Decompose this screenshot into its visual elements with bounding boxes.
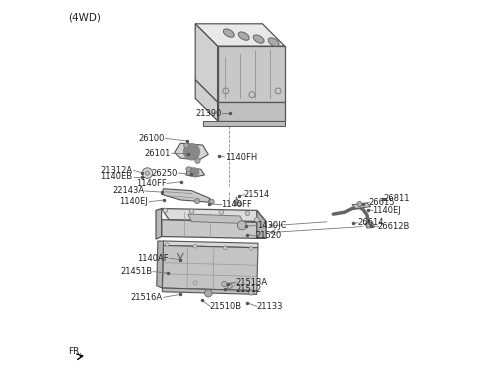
Circle shape bbox=[222, 281, 227, 287]
Text: 1140EJ: 1140EJ bbox=[119, 197, 148, 206]
Circle shape bbox=[183, 144, 200, 160]
Text: 1140FF: 1140FF bbox=[221, 200, 252, 209]
Circle shape bbox=[366, 223, 372, 228]
Ellipse shape bbox=[253, 35, 264, 43]
Polygon shape bbox=[195, 24, 217, 102]
Polygon shape bbox=[162, 246, 258, 291]
Circle shape bbox=[249, 247, 253, 250]
Circle shape bbox=[231, 283, 234, 287]
Circle shape bbox=[188, 148, 195, 156]
Circle shape bbox=[189, 209, 194, 213]
Text: 1140EB: 1140EB bbox=[100, 172, 132, 181]
Circle shape bbox=[145, 171, 150, 175]
Text: 1430JC: 1430JC bbox=[257, 221, 286, 230]
Circle shape bbox=[195, 158, 200, 163]
Circle shape bbox=[204, 290, 212, 297]
Text: FR.: FR. bbox=[68, 347, 82, 356]
Polygon shape bbox=[162, 220, 257, 238]
Text: 26101: 26101 bbox=[144, 149, 171, 158]
Polygon shape bbox=[157, 241, 164, 288]
Text: 1140FF: 1140FF bbox=[136, 179, 167, 188]
Circle shape bbox=[193, 244, 197, 248]
Ellipse shape bbox=[268, 38, 279, 46]
Polygon shape bbox=[164, 241, 258, 248]
Text: 26612B: 26612B bbox=[377, 221, 410, 230]
Text: 1140EJ: 1140EJ bbox=[372, 206, 401, 215]
Circle shape bbox=[209, 199, 214, 205]
Text: 21512: 21512 bbox=[236, 285, 262, 294]
Text: 21513A: 21513A bbox=[236, 277, 268, 287]
Text: 1140FH: 1140FH bbox=[225, 153, 257, 162]
Circle shape bbox=[190, 168, 199, 177]
Text: 26100: 26100 bbox=[138, 134, 165, 143]
Bar bbox=[236, 202, 241, 205]
Polygon shape bbox=[162, 209, 266, 221]
Polygon shape bbox=[156, 209, 162, 239]
Polygon shape bbox=[203, 121, 285, 126]
Circle shape bbox=[357, 202, 362, 207]
Circle shape bbox=[163, 208, 168, 213]
Text: 21516A: 21516A bbox=[131, 293, 163, 302]
Circle shape bbox=[193, 281, 197, 285]
Polygon shape bbox=[217, 46, 285, 102]
Text: 1140AF: 1140AF bbox=[137, 254, 168, 263]
Circle shape bbox=[249, 290, 254, 295]
Polygon shape bbox=[352, 203, 371, 209]
Circle shape bbox=[186, 167, 191, 172]
Text: 22143A: 22143A bbox=[112, 186, 144, 196]
Text: 21133: 21133 bbox=[256, 302, 283, 311]
Polygon shape bbox=[162, 189, 210, 202]
Circle shape bbox=[219, 210, 224, 214]
Circle shape bbox=[194, 199, 200, 204]
Polygon shape bbox=[195, 80, 217, 121]
Circle shape bbox=[165, 243, 169, 247]
Text: 26250: 26250 bbox=[151, 168, 178, 177]
Circle shape bbox=[227, 283, 232, 288]
Polygon shape bbox=[175, 143, 208, 160]
Circle shape bbox=[254, 217, 259, 222]
Ellipse shape bbox=[223, 29, 234, 37]
Polygon shape bbox=[162, 288, 257, 294]
Text: 21312A: 21312A bbox=[100, 166, 132, 175]
Polygon shape bbox=[257, 211, 266, 238]
Polygon shape bbox=[217, 102, 285, 121]
Polygon shape bbox=[186, 167, 204, 177]
Polygon shape bbox=[365, 222, 374, 228]
Ellipse shape bbox=[238, 32, 249, 40]
Text: 21520: 21520 bbox=[255, 231, 281, 240]
Polygon shape bbox=[195, 24, 285, 46]
Circle shape bbox=[184, 143, 189, 148]
Text: (4WD): (4WD) bbox=[68, 12, 101, 23]
Text: 21390: 21390 bbox=[195, 109, 221, 118]
Text: 21510B: 21510B bbox=[209, 302, 241, 311]
Circle shape bbox=[223, 246, 227, 250]
Polygon shape bbox=[188, 214, 244, 223]
Text: 21514: 21514 bbox=[244, 190, 270, 199]
Text: 26614: 26614 bbox=[358, 218, 384, 227]
Circle shape bbox=[238, 221, 246, 230]
Text: 26615: 26615 bbox=[369, 198, 395, 207]
Circle shape bbox=[234, 200, 239, 205]
Circle shape bbox=[142, 168, 153, 178]
Circle shape bbox=[245, 211, 250, 215]
Text: 26811: 26811 bbox=[384, 194, 410, 203]
Text: 21451B: 21451B bbox=[120, 267, 152, 276]
